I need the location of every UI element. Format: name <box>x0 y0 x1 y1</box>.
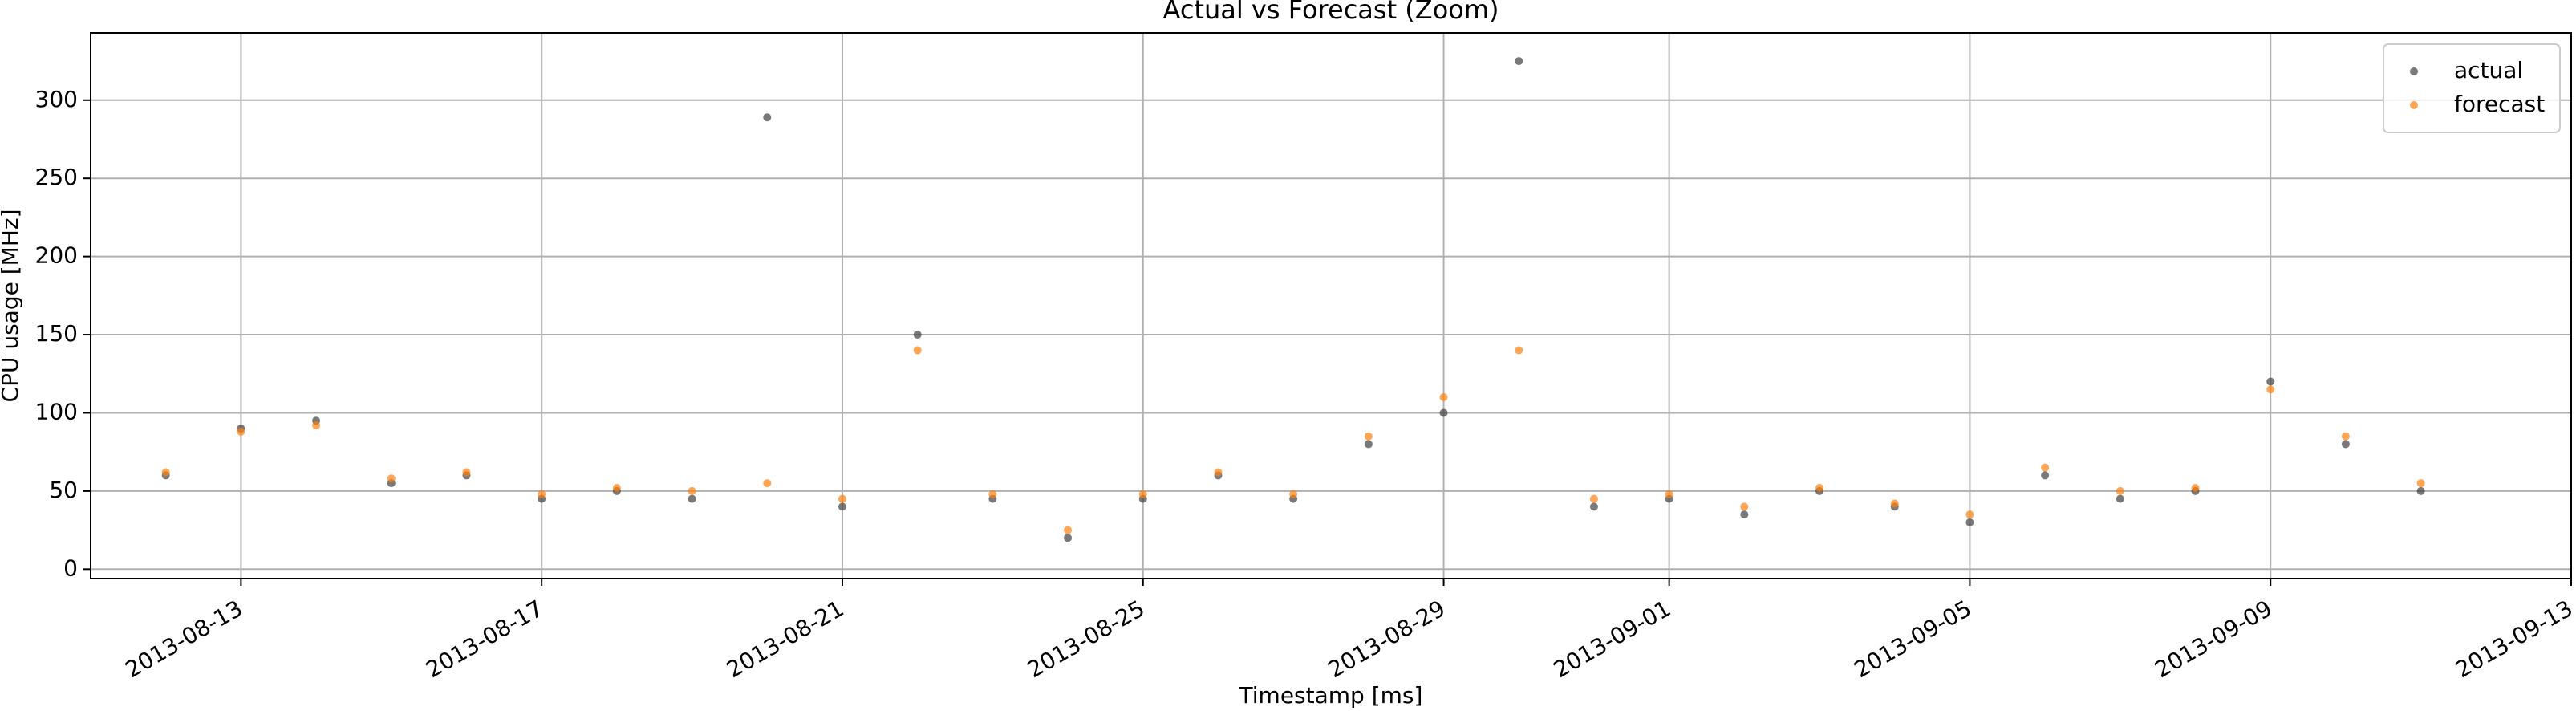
point <box>1740 510 1749 519</box>
legend-label: forecast <box>2454 91 2545 117</box>
point <box>2191 483 2200 492</box>
point <box>688 494 696 503</box>
point <box>1890 499 1899 508</box>
x-tick-label: 2013-09-09 <box>2150 595 2276 683</box>
point <box>763 113 772 122</box>
y-axis-label: CPU usage [MHz] <box>0 209 23 403</box>
legend: actual forecast <box>2383 43 2561 133</box>
point <box>161 468 170 477</box>
point <box>2266 385 2275 394</box>
point <box>462 468 471 477</box>
point <box>1815 483 1824 492</box>
y-tick-label: 300 <box>35 86 78 112</box>
x-tick-label: 2013-08-29 <box>1324 595 1450 683</box>
point <box>1439 392 1448 401</box>
point <box>538 490 546 498</box>
point <box>1064 534 1073 542</box>
point <box>1589 494 1598 503</box>
x-tick-label: 2013-09-05 <box>1849 595 1975 683</box>
point <box>1064 526 1073 534</box>
point <box>1214 468 1223 477</box>
point <box>612 483 621 492</box>
point <box>1740 502 1749 511</box>
point <box>312 421 321 430</box>
point <box>2341 432 2350 441</box>
point <box>688 486 696 495</box>
x-tick-label: 2013-08-13 <box>120 595 246 683</box>
x-tick-label: 2013-08-17 <box>421 595 547 683</box>
x-tick-label: 2013-08-25 <box>1023 595 1149 683</box>
point <box>913 331 922 339</box>
legend-marker <box>2410 67 2418 75</box>
point <box>1965 518 1974 526</box>
point <box>2266 377 2275 386</box>
point <box>913 346 922 355</box>
point <box>1589 502 1598 511</box>
point <box>2116 494 2124 503</box>
point <box>2341 440 2350 449</box>
point <box>237 427 245 436</box>
x-axis-label: Timestamp [ms] <box>1239 682 1423 709</box>
point <box>2416 479 2425 488</box>
point <box>988 490 997 498</box>
legend-label: actual <box>2454 57 2523 83</box>
point <box>1515 57 1523 66</box>
y-tick-label: 200 <box>35 242 78 269</box>
point <box>1515 346 1523 355</box>
plot-frame <box>90 32 2572 579</box>
legend-box <box>2383 43 2561 133</box>
point <box>838 502 846 511</box>
point <box>1965 510 1974 519</box>
point <box>1289 490 1298 498</box>
point <box>1364 440 1373 449</box>
point <box>2416 486 2425 495</box>
point <box>763 479 772 488</box>
x-tick-label: 2013-09-13 <box>2451 595 2576 683</box>
point <box>1439 408 1448 417</box>
legend-marker <box>2410 101 2418 109</box>
point <box>838 494 846 503</box>
x-tick-label: 2013-09-01 <box>1549 595 1675 683</box>
point <box>2116 486 2124 495</box>
y-tick-label: 250 <box>35 164 78 190</box>
point <box>1138 490 1147 498</box>
point <box>387 474 396 483</box>
point <box>1665 490 1673 498</box>
y-tick-label: 150 <box>35 320 78 347</box>
chart-title: Actual vs Forecast (Zoom) <box>1163 0 1499 25</box>
y-tick-label: 50 <box>49 477 78 503</box>
x-tick-label: 2013-08-21 <box>722 595 848 683</box>
y-tick-label: 0 <box>63 555 78 581</box>
y-tick-label: 100 <box>35 398 78 425</box>
point <box>1364 432 1373 441</box>
point <box>2041 463 2050 472</box>
point <box>2041 471 2050 480</box>
